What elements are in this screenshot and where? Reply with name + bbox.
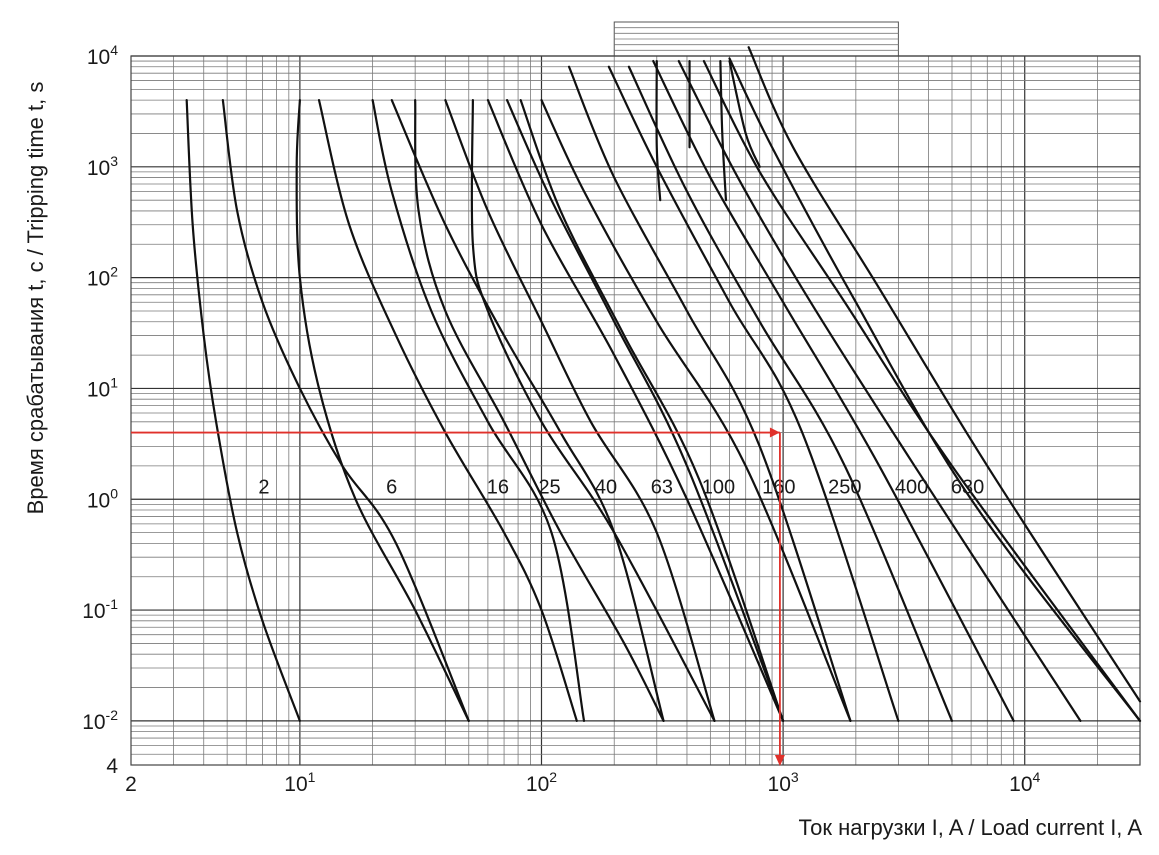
curves <box>185 46 1142 723</box>
example-arrow-right <box>769 427 780 438</box>
y-tick-label: 100 <box>87 485 118 512</box>
tick-labels: 2 101 102 103 104 4 10-2 10-1 100 101 102 103 104 <box>82 42 1040 796</box>
y-tick-label: 101 <box>87 374 118 401</box>
x-tick-label: 103 <box>768 769 799 796</box>
curve-label: 100 <box>702 477 735 499</box>
tripping-curve <box>390 98 665 723</box>
curve-label: 250 <box>828 477 861 499</box>
example-lines <box>131 427 785 766</box>
tripping-curve <box>677 59 1082 723</box>
curve-label: 16 <box>487 477 509 499</box>
tripping-curve <box>652 59 1015 723</box>
y-tick-label: 4 <box>106 755 118 778</box>
y-axis-title: Время срабатывания t, c / Tripping time … <box>23 82 48 515</box>
y-tick-label: 104 <box>87 42 118 69</box>
grid-lines <box>130 21 1141 766</box>
plot-frame <box>130 55 1141 766</box>
y-tick-label: 10-2 <box>82 707 118 734</box>
curve-label: 400 <box>895 477 928 499</box>
x-tick-label: 2 <box>125 773 137 796</box>
curve-label: 25 <box>538 477 560 499</box>
y-tick-label: 103 <box>87 153 118 180</box>
tripping-curve <box>470 98 716 723</box>
y-tick-label: 102 <box>87 264 118 291</box>
tripping-curve <box>627 65 954 723</box>
tripping-curve <box>221 98 470 723</box>
tripping-curve <box>607 65 900 723</box>
y-tick-label: 10-1 <box>82 596 118 623</box>
curve-label: 630 <box>951 477 984 499</box>
curve-label: 160 <box>762 477 795 499</box>
tripping-curve-branch <box>728 59 761 168</box>
tripping-curve <box>567 65 852 723</box>
tripping-curve <box>295 98 470 723</box>
tripping-curve <box>519 98 785 723</box>
curve-label: 40 <box>595 477 617 499</box>
tripping-curve-branch <box>655 59 662 202</box>
x-axis-title: Ток нагрузки I, A / Load current I, A <box>798 815 1142 840</box>
tripping-curve <box>414 98 665 723</box>
curve-label: 2 <box>258 477 269 499</box>
curve-label: 6 <box>386 477 397 499</box>
tripping-curve <box>317 98 578 723</box>
tripping-curve <box>505 98 785 723</box>
x-tick-label: 102 <box>526 769 557 796</box>
tripping-curve <box>444 98 716 723</box>
tripping-curve <box>185 98 301 723</box>
curve-label: 63 <box>651 477 673 499</box>
example-arrow-down <box>774 755 785 766</box>
tripping-curve-branch <box>719 59 728 202</box>
tripping-curve <box>540 98 852 723</box>
x-tick-label: 101 <box>284 769 315 796</box>
x-tick-label: 104 <box>1009 769 1040 796</box>
tripping-curve <box>702 59 1142 723</box>
tripping-curve <box>747 46 1142 703</box>
curve-labels: 2 6 16 25 40 63 100 160 250 400 630 <box>258 477 984 499</box>
tripping-curve <box>371 98 586 723</box>
tripping-curve <box>486 98 785 723</box>
tripping-curve <box>728 57 1142 723</box>
